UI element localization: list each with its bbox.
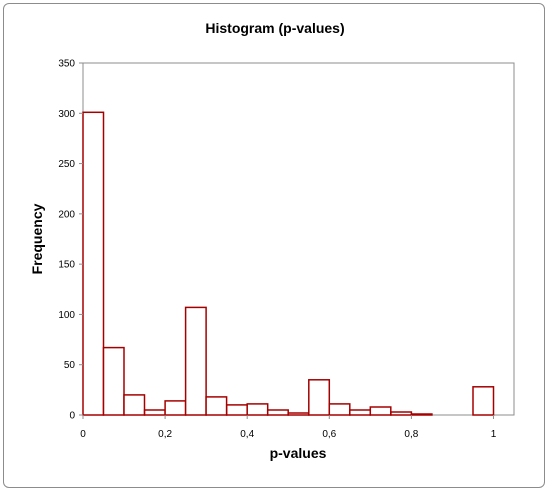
- plot-area: [82, 62, 515, 416]
- y-tick-label: 250: [58, 159, 75, 170]
- y-tick-label: 100: [58, 310, 75, 321]
- y-tick-label: 150: [58, 260, 75, 271]
- histogram-bar: [205, 396, 228, 416]
- histogram-bar: [266, 409, 289, 416]
- x-tick-label: 0,8: [404, 429, 418, 440]
- chart-title: Histogram (p-values): [205, 20, 344, 36]
- histogram-bar: [225, 404, 248, 416]
- histogram-bar: [328, 403, 351, 416]
- x-tick-label: 1: [491, 429, 497, 440]
- histogram-bar: [390, 411, 413, 416]
- histogram-bar: [369, 406, 392, 416]
- histogram-bar: [410, 413, 433, 416]
- histogram-bar: [287, 412, 310, 416]
- histogram-bar: [102, 346, 125, 416]
- histogram-bar: [349, 409, 372, 416]
- y-axis: 0 50 100 150 200 250 300 350: [58, 59, 83, 422]
- y-axis-title: Frequency: [29, 203, 45, 274]
- x-axis-title: p-values: [270, 445, 327, 461]
- histogram-bar: [184, 306, 207, 416]
- y-tick-label: 0: [69, 411, 75, 422]
- histogram-bar: [472, 386, 495, 416]
- y-tick-label: 200: [58, 209, 75, 220]
- histogram-bar: [308, 379, 331, 416]
- y-tick-label: 300: [58, 109, 75, 120]
- x-axis: 0 0,2 0,4 0,6 0,8 1: [80, 415, 497, 440]
- histogram-bar: [82, 111, 105, 416]
- x-tick-label: 0: [80, 429, 86, 440]
- bars-group: [82, 111, 495, 416]
- histogram-bar: [123, 394, 146, 416]
- y-tick-label: 350: [58, 59, 75, 70]
- y-tick-label: 50: [64, 360, 76, 371]
- x-tick-label: 0,6: [322, 429, 336, 440]
- histogram-bar: [143, 409, 166, 416]
- x-tick-label: 0,2: [158, 429, 172, 440]
- histogram-bar: [246, 403, 269, 416]
- x-tick-label: 0,4: [240, 429, 254, 440]
- histogram-bar: [164, 400, 187, 416]
